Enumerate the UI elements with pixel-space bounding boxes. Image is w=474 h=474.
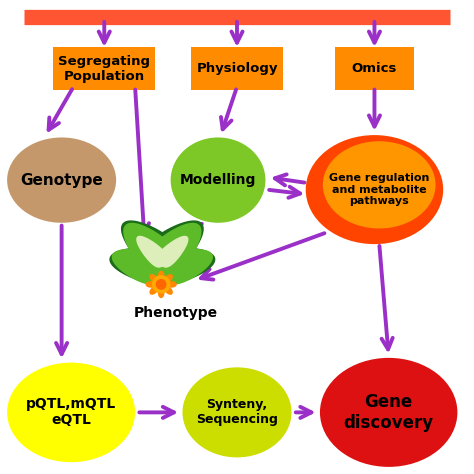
Ellipse shape	[320, 358, 457, 467]
Text: Synteny,
Sequencing: Synteny, Sequencing	[196, 398, 278, 427]
Polygon shape	[124, 223, 177, 276]
Ellipse shape	[323, 141, 436, 228]
Ellipse shape	[164, 274, 173, 283]
Text: Modelling: Modelling	[180, 173, 256, 187]
Ellipse shape	[166, 281, 177, 288]
Text: Genotype: Genotype	[20, 173, 103, 188]
Ellipse shape	[7, 363, 135, 462]
Text: pQTL,mQTL
eQTL: pQTL,mQTL eQTL	[26, 397, 116, 428]
FancyBboxPatch shape	[53, 47, 155, 91]
Polygon shape	[112, 250, 164, 284]
Circle shape	[153, 276, 170, 293]
Polygon shape	[148, 223, 201, 276]
Polygon shape	[110, 248, 167, 283]
Ellipse shape	[306, 135, 443, 244]
Polygon shape	[137, 237, 167, 267]
Ellipse shape	[158, 288, 164, 298]
Text: Phenotype: Phenotype	[133, 306, 218, 320]
Ellipse shape	[158, 271, 164, 281]
Text: Gene regulation
and metabolite
pathways: Gene regulation and metabolite pathways	[329, 173, 429, 206]
FancyBboxPatch shape	[335, 47, 414, 91]
Polygon shape	[145, 221, 203, 275]
Ellipse shape	[146, 281, 156, 288]
Ellipse shape	[7, 137, 116, 223]
Text: Gene
discovery: Gene discovery	[344, 393, 434, 432]
Ellipse shape	[149, 274, 158, 283]
Text: Omics: Omics	[352, 62, 397, 75]
Ellipse shape	[182, 367, 292, 457]
Ellipse shape	[164, 286, 173, 295]
Text: Physiology: Physiology	[196, 62, 278, 75]
Polygon shape	[161, 250, 212, 284]
Text: Segregating
Population: Segregating Population	[58, 55, 150, 83]
Polygon shape	[157, 237, 188, 267]
Polygon shape	[158, 248, 215, 283]
Circle shape	[156, 280, 166, 289]
Ellipse shape	[171, 137, 265, 223]
FancyBboxPatch shape	[191, 47, 283, 91]
Ellipse shape	[149, 286, 158, 295]
Polygon shape	[122, 221, 180, 275]
